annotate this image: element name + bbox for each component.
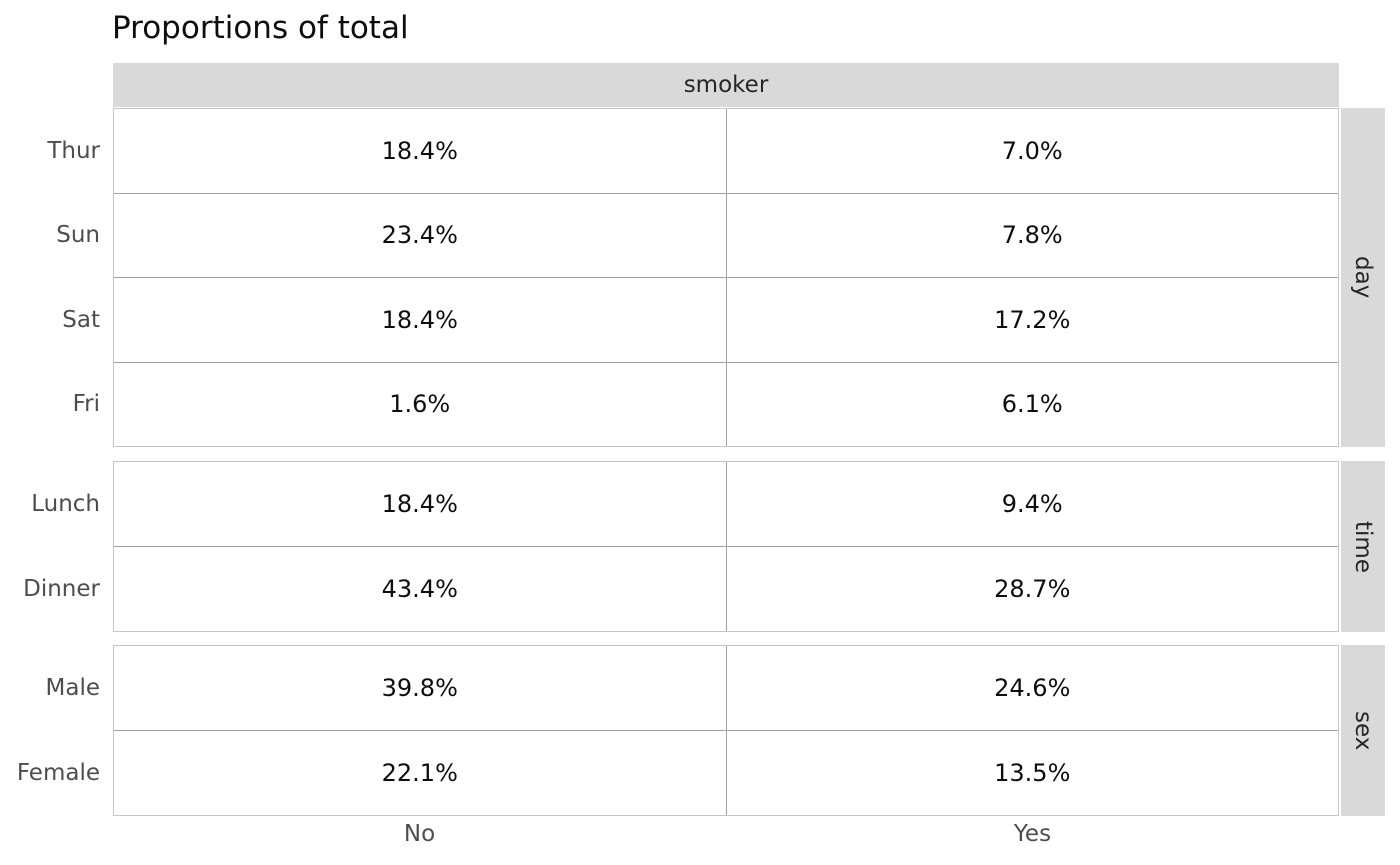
- cell-male-yes: 24.6%: [725, 646, 1339, 730]
- row-facet-strip-day: day: [1341, 108, 1385, 447]
- cell-value: 7.0%: [1001, 136, 1063, 165]
- row-label-male: Male: [45, 675, 100, 701]
- cell-sat-no: 18.4%: [114, 278, 726, 362]
- cell-dinner-no: 43.4%: [114, 547, 726, 631]
- table-row-thur: Thur 18.4% 7.0%: [47, 109, 1339, 193]
- cell-value: 9.4%: [1001, 490, 1063, 518]
- table-row-dinner: Dinner 43.4% 28.7%: [23, 546, 1339, 631]
- facet-panel-time: Lunch 18.4% 9.4% Dinner 43.4% 28.7%: [23, 461, 1339, 632]
- cell-female-yes: 13.5%: [725, 731, 1339, 815]
- row-label-fri: Fri: [72, 391, 100, 418]
- cell-value: 28.7%: [994, 575, 1071, 603]
- facet-panel-sex: Male 39.8% 24.6% Female 22.1% 13.5%: [17, 645, 1339, 816]
- row-facet-strip-time-label: time: [1350, 520, 1376, 573]
- cell-fri-no: 1.6%: [114, 363, 726, 447]
- row-facet-strip-sex-label: sex: [1350, 710, 1376, 751]
- cell-value: 39.8%: [381, 674, 458, 702]
- row-label-sun: Sun: [56, 222, 100, 249]
- cell-value: 18.4%: [381, 490, 458, 518]
- cell-sat-yes: 17.2%: [725, 278, 1339, 362]
- cell-female-no: 22.1%: [114, 731, 726, 815]
- cell-value: 6.1%: [1001, 390, 1063, 419]
- cell-thur-yes: 7.0%: [725, 109, 1339, 193]
- table-row-sun: Sun 23.4% 7.8%: [56, 192, 1339, 278]
- table-row-male: Male 39.8% 24.6%: [46, 646, 1339, 730]
- cell-value: 17.2%: [994, 305, 1071, 334]
- row-label-female: Female: [16, 760, 100, 786]
- facet-panel-day: Thur 18.4% 7.0% Sun 23.4% 7.8% Sat 18.4%…: [47, 108, 1339, 447]
- row-label-dinner: Dinner: [23, 576, 100, 602]
- row-facet-strip-time: time: [1341, 461, 1385, 632]
- cell-value: 18.4%: [381, 136, 458, 165]
- row-facet-strip-sex: sex: [1341, 645, 1385, 816]
- table-row-female: Female 22.1% 13.5%: [17, 730, 1339, 815]
- cell-value: 43.4%: [381, 575, 458, 603]
- table-row-fri: Fri 1.6% 6.1%: [73, 361, 1339, 447]
- row-label-thur: Thur: [47, 137, 100, 164]
- cell-value: 7.8%: [1001, 221, 1063, 250]
- cell-thur-no: 18.4%: [114, 109, 726, 193]
- x-axis-label-no: No: [403, 821, 436, 847]
- cell-lunch-no: 18.4%: [114, 462, 726, 546]
- cell-sun-yes: 7.8%: [725, 193, 1339, 277]
- cell-sun-no: 23.4%: [114, 194, 726, 278]
- x-axis-labels: No Yes: [113, 821, 1339, 847]
- chart-title: Proportions of total: [112, 10, 409, 46]
- cell-lunch-yes: 9.4%: [725, 462, 1339, 546]
- cell-value: 18.4%: [381, 305, 458, 334]
- column-facet-strip-label: smoker: [683, 72, 769, 98]
- cell-value: 23.4%: [381, 221, 458, 250]
- cell-value: 24.6%: [994, 674, 1071, 702]
- column-facet-strip-smoker: smoker: [113, 63, 1339, 107]
- cell-value: 13.5%: [994, 759, 1071, 787]
- row-facet-strip-day-label: day: [1350, 256, 1376, 299]
- cell-value: 1.6%: [389, 390, 451, 419]
- row-label-lunch: Lunch: [31, 491, 100, 517]
- table-row-lunch: Lunch 18.4% 9.4%: [31, 462, 1339, 546]
- row-label-sat: Sat: [62, 306, 100, 333]
- cell-fri-yes: 6.1%: [725, 362, 1339, 446]
- cell-male-no: 39.8%: [114, 646, 726, 730]
- x-axis-label-yes: Yes: [1013, 821, 1052, 847]
- cell-value: 22.1%: [381, 759, 458, 787]
- cell-dinner-yes: 28.7%: [725, 547, 1339, 631]
- table-row-sat: Sat 18.4% 17.2%: [62, 277, 1339, 362]
